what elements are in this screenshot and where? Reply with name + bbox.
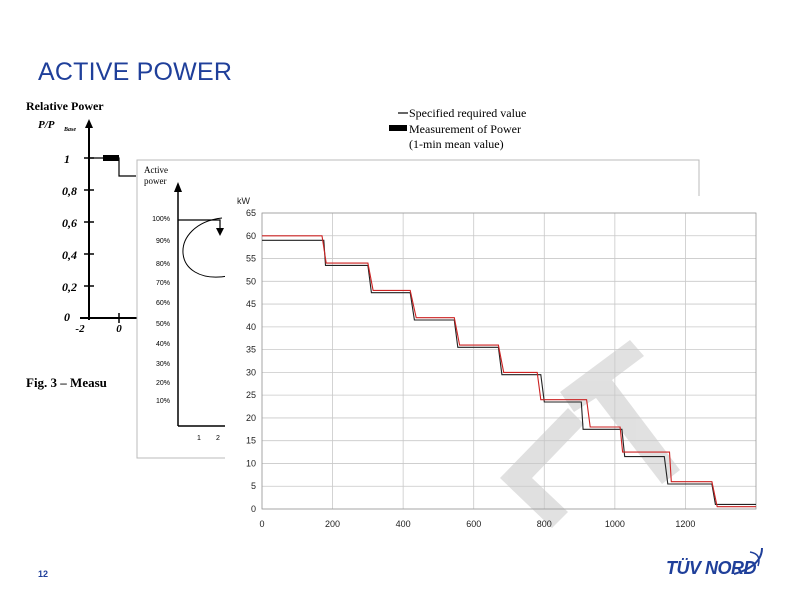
kw-xtick-label: 0	[259, 519, 264, 529]
middle-ytick: 20%	[156, 380, 170, 387]
middle-ytick: 30%	[156, 361, 170, 368]
legend-specified-label: Specified required value	[409, 106, 526, 120]
kw-ytick-label: 35	[246, 345, 256, 355]
slide-title: ACTIVE POWER	[38, 58, 233, 86]
kw-ytick-label: 5	[251, 481, 256, 491]
kw-axes: 0 5 10 15 20 25 30 35 40 45 50 55 60 65 0 200 400 600 800 1…	[246, 208, 757, 529]
back-ysub-base: Base	[63, 127, 76, 133]
middle-ytick: 70%	[156, 280, 170, 287]
back-ylabel: Relative Power	[26, 99, 104, 113]
kw-ytick-label: 15	[246, 436, 256, 446]
middle-xtick-2: 2	[216, 435, 220, 442]
kw-series	[262, 235, 756, 508]
middle-ytick: 100%	[152, 216, 170, 223]
back-ytick-04: 0,4	[62, 248, 77, 262]
back-ytick-06: 0,6	[62, 216, 77, 230]
back-xtick-0: 0	[116, 323, 122, 335]
kw-ytick-label: 25	[246, 390, 256, 400]
back-ytick-1: 1	[64, 152, 70, 166]
back-y-arrow	[85, 119, 93, 128]
kw-xtick-label: 400	[396, 519, 411, 529]
middle-xtick-1: 1	[197, 435, 201, 442]
middle-step-arrow	[216, 228, 224, 236]
kw-chart-panel	[225, 196, 761, 528]
kw-ytick-label: 55	[246, 254, 256, 264]
kw-series-measured	[262, 235, 756, 508]
kw-ytick-label: 50	[246, 276, 256, 286]
middle-arc	[182, 217, 229, 278]
kw-ytick-label: 10	[246, 458, 256, 468]
back-ytick-0: 0	[64, 310, 70, 324]
kw-ytick-label: 45	[246, 299, 256, 309]
legend-measured-label: Measurement of Power	[409, 122, 521, 136]
kw-plot-frame	[261, 212, 757, 510]
back-caption: Fig. 3 – Measu	[26, 375, 107, 390]
back-ytick-08: 0,8	[62, 184, 77, 198]
middle-ytick: 90%	[156, 238, 170, 245]
kw-ytick-label: 65	[246, 208, 256, 218]
middle-ytick: 10%	[156, 398, 170, 405]
kw-ylabel: kW	[237, 196, 251, 206]
middle-y-arrow	[174, 182, 182, 192]
watermark-ct-logo	[500, 340, 680, 528]
kw-series-specified	[262, 239, 756, 505]
legend-measured-sublabel: (1-min mean value)	[409, 137, 504, 151]
page-number: 12	[38, 569, 49, 579]
tuv-nord-logo-mark	[733, 547, 763, 575]
middle-ylabel-2: power	[144, 176, 167, 186]
middle-ytick: 40%	[156, 341, 170, 348]
middle-ylabel-1: Active	[144, 165, 168, 175]
kw-xtick-label: 800	[537, 519, 552, 529]
tuv-nord-logo: TÜV NORD	[666, 547, 763, 579]
kw-ytick-label: 40	[246, 322, 256, 332]
kw-ytick-label: 30	[246, 367, 256, 377]
back-ytick-02: 0,2	[62, 280, 77, 294]
kw-xtick-label: 1200	[675, 519, 695, 529]
back-y-ticks: 1 0,8 0,6 0,4 0,2 0	[62, 152, 94, 324]
kw-ytick-label: 60	[246, 231, 256, 241]
kw-xtick-label: 1000	[605, 519, 625, 529]
back-xtick-minus2: -2	[75, 323, 85, 335]
middle-y-ticks: 100% 90% 80% 70% 60% 50% 40% 30% 20% 10%	[152, 216, 170, 405]
kw-ytick-label: 0	[251, 504, 256, 514]
kw-xtick-label: 600	[466, 519, 481, 529]
back-legend: Specified required value Measurement of …	[389, 106, 526, 151]
kw-ytick-label: 20	[246, 413, 256, 423]
back-figure-ylabel: Relative Power P/P Base	[26, 99, 104, 133]
kw-xtick-label: 200	[325, 519, 340, 529]
middle-ytick: 60%	[156, 300, 170, 307]
back-ysub: P/P	[38, 119, 55, 131]
back-specified-trace	[89, 157, 136, 177]
middle-ytick: 50%	[156, 321, 170, 328]
legend-measured-swatch	[389, 125, 407, 131]
middle-ytick: 80%	[156, 261, 170, 268]
